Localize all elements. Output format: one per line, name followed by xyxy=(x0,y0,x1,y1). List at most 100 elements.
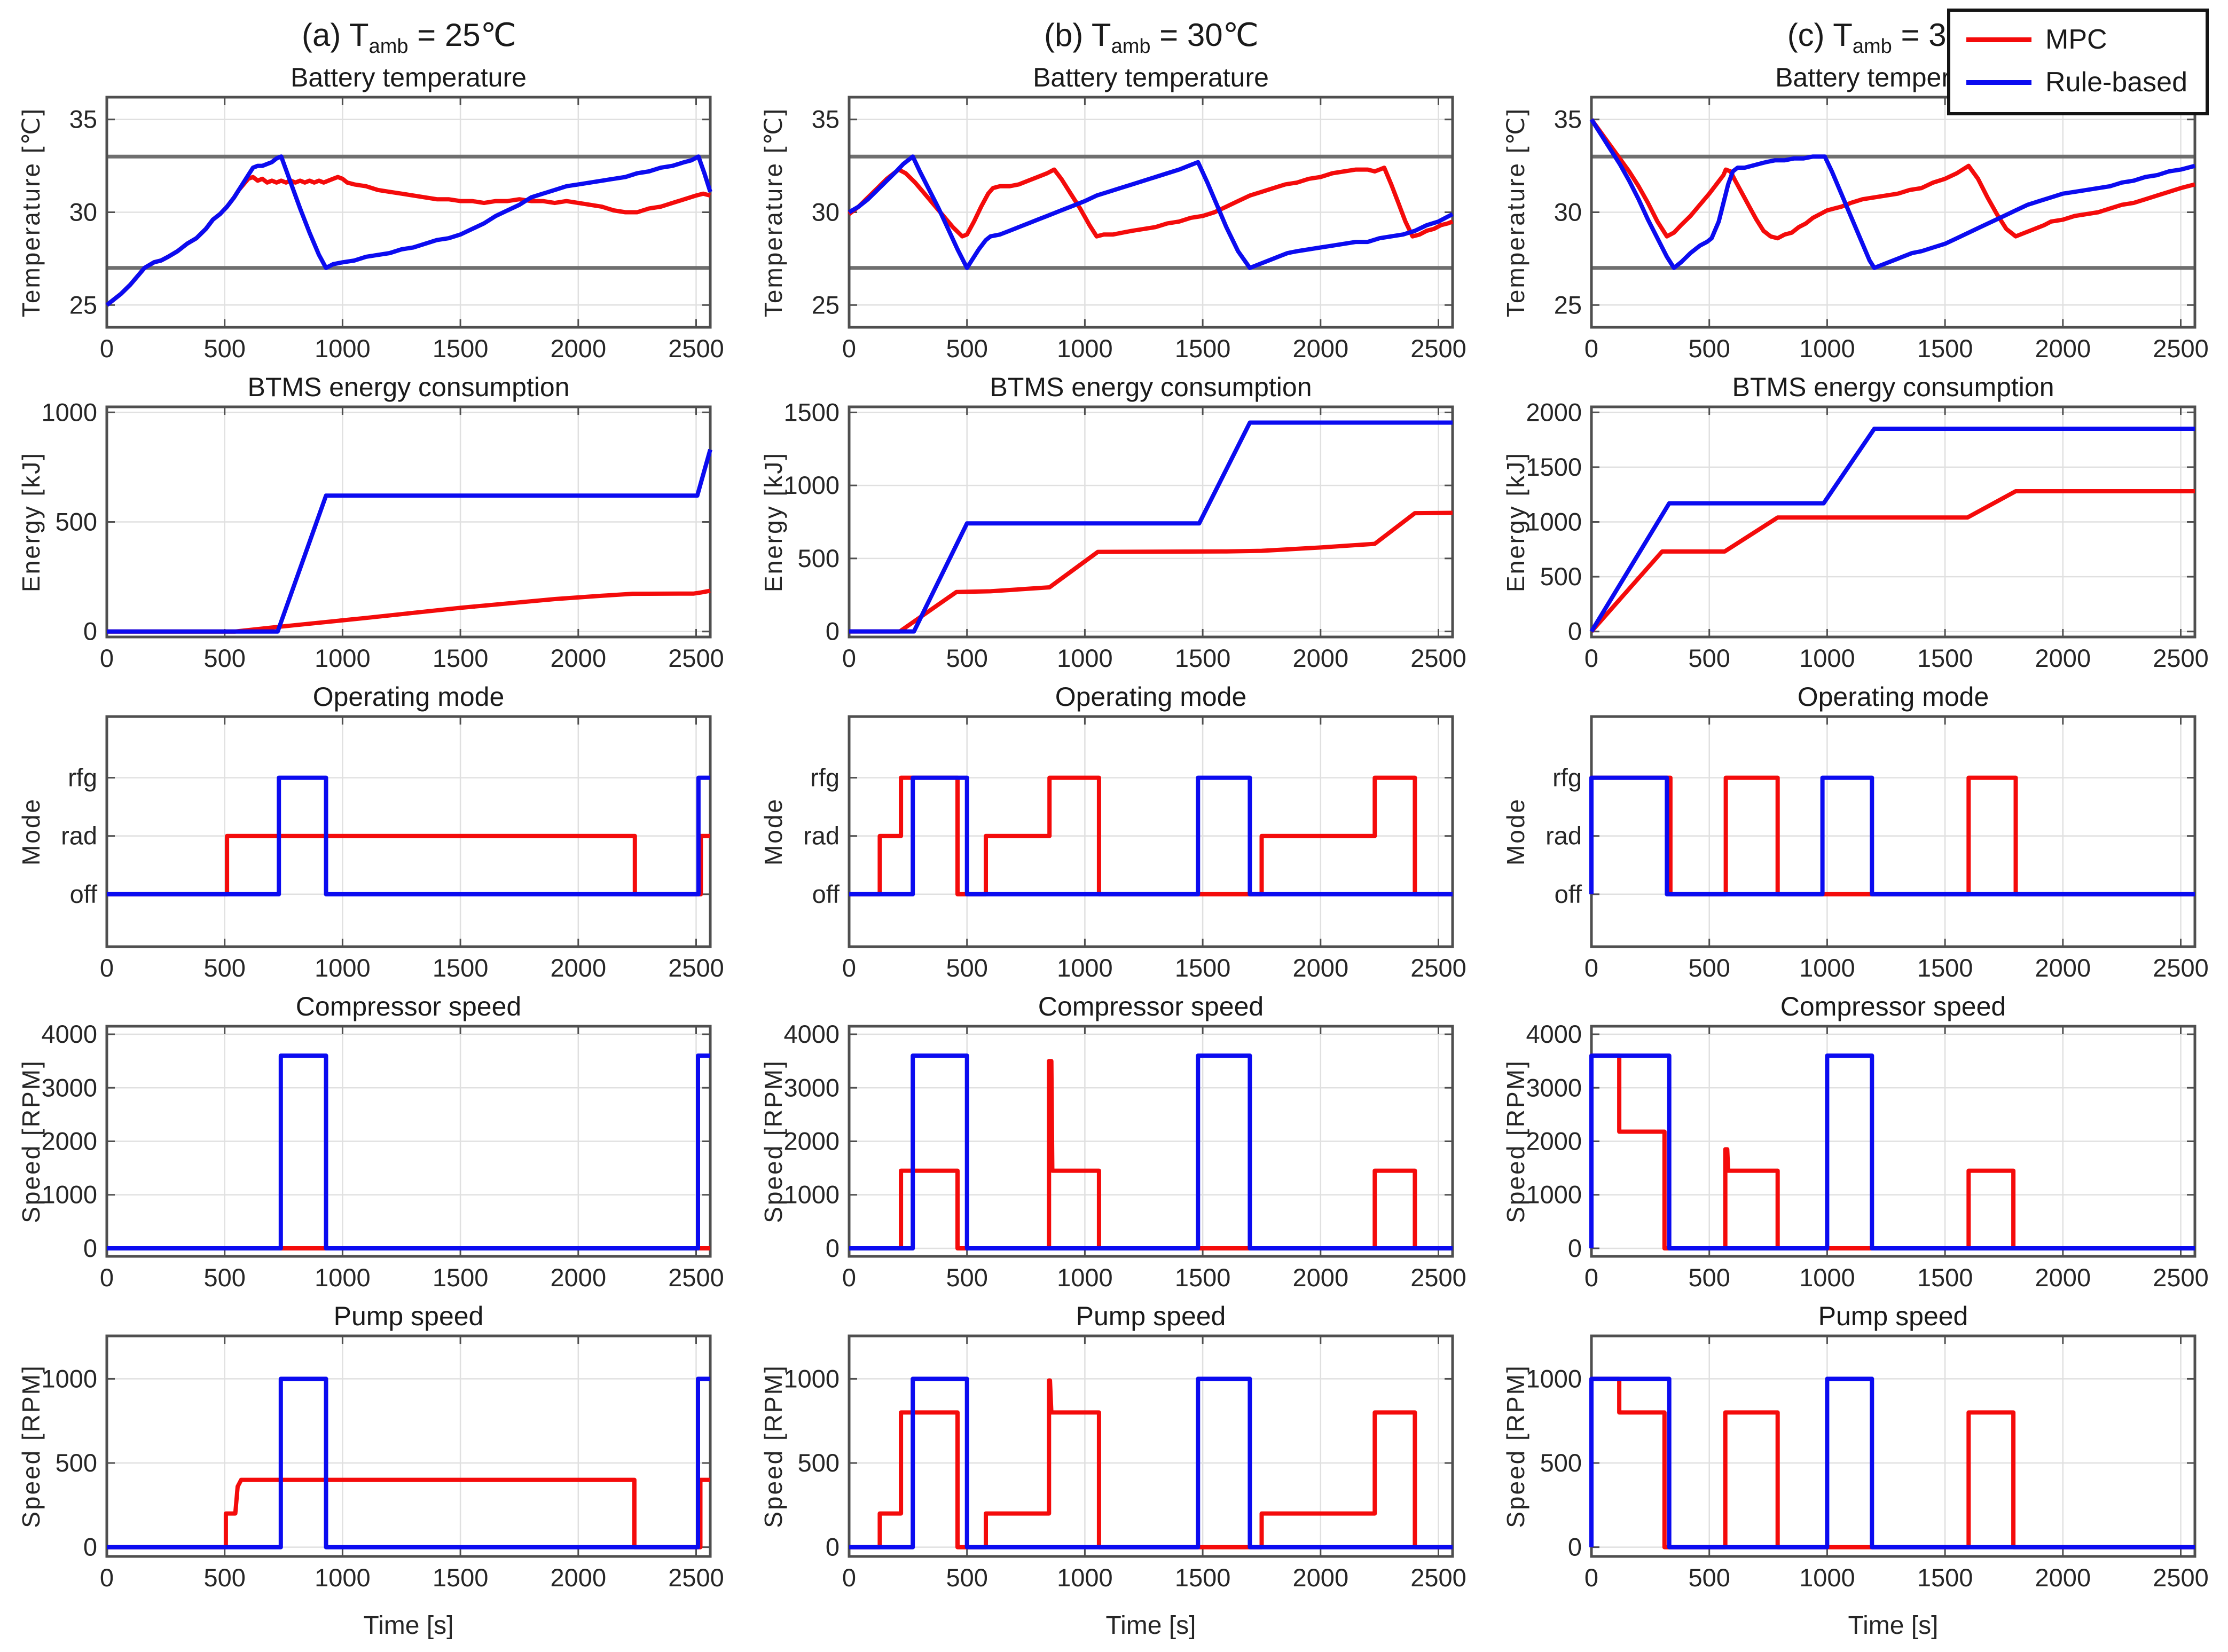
x-tick-label: 2000 xyxy=(551,644,607,672)
subplot-title: Compressor speed xyxy=(1780,992,2006,1021)
x-tick-label: 2500 xyxy=(668,954,724,982)
x-tick-label: 1500 xyxy=(433,1263,489,1292)
y-tick-label: rfg xyxy=(68,764,97,792)
header-b-suffix: = 30℃ xyxy=(1150,17,1259,53)
x-tick-label: 500 xyxy=(946,1263,987,1292)
x-tick-label: 1500 xyxy=(433,954,489,982)
x-tick-label: 500 xyxy=(1688,334,1730,363)
x-tick-label: 0 xyxy=(100,954,114,982)
x-tick-label: 0 xyxy=(100,334,114,363)
series-rule-based-line xyxy=(848,154,1454,270)
y-tick-label: 0 xyxy=(1568,1234,1582,1262)
series-rule-based-line xyxy=(849,775,1453,896)
subplot-title: BTMS energy consumption xyxy=(990,373,1312,402)
y-tick-label: 35 xyxy=(812,105,840,133)
x-tick-label: 2000 xyxy=(1293,644,1349,672)
y-axis-label: Speed [RPM] xyxy=(17,1364,45,1528)
header-a-prefix: (a) T xyxy=(302,17,369,53)
y-axis-label: Mode xyxy=(759,798,787,866)
x-axis-label: Time [s] xyxy=(364,1611,454,1640)
series-rule-based-line xyxy=(1589,1376,2195,1549)
y-tick-label: 4000 xyxy=(783,1020,840,1048)
x-tick-label: 1500 xyxy=(433,1563,489,1592)
axis-box xyxy=(848,405,1454,639)
x-tick-label: 0 xyxy=(100,644,114,672)
subplot-title: Operating mode xyxy=(1798,682,1989,712)
x-tick-label: 500 xyxy=(203,644,245,672)
x-tick-label: 2000 xyxy=(2035,954,2091,982)
subplot-b-pump-speed: Pump speed 0 500 1000 1500 2000 2500 0 500 1000 Sp… xyxy=(757,1301,1471,1649)
y-tick-label: 2000 xyxy=(41,1127,97,1155)
y-tick-label: 1000 xyxy=(783,1181,840,1209)
x-tick-label: 2500 xyxy=(1410,1563,1466,1592)
subplot-a-btms-energy: BTMS energy consumption 0 500 1000 1500 2000 2… xyxy=(15,372,728,682)
series-mpc-line xyxy=(1589,1376,2195,1549)
y-tick-label: 30 xyxy=(69,198,97,226)
x-tick-label: 2500 xyxy=(2153,1563,2209,1592)
series-mpc-line xyxy=(1590,489,2195,633)
subplot-title: BTMS energy consumption xyxy=(1732,373,2054,402)
header-a-subscript: amb xyxy=(368,35,409,58)
x-tick-label: 2000 xyxy=(1293,1263,1349,1292)
y-tick-label: 3000 xyxy=(1526,1073,1582,1102)
y-tick-label: 4000 xyxy=(1526,1020,1582,1048)
axis-box xyxy=(105,1334,712,1558)
legend-label-mpc: MPC xyxy=(2045,24,2107,55)
y-tick-label: 0 xyxy=(1568,1533,1582,1561)
y-tick-label: rad xyxy=(61,822,97,850)
subplot-title: Operating mode xyxy=(1055,682,1247,712)
y-tick-label: off xyxy=(812,880,840,908)
x-tick-label: 1500 xyxy=(1917,1563,1973,1592)
chart-svg-c-btms-energy: BTMS energy consumption 0 500 1000 1500 2000 2… xyxy=(1502,372,2209,672)
y-axis-label: Mode xyxy=(17,798,45,866)
x-tick-label: 0 xyxy=(1584,644,1598,672)
x-tick-label: 2000 xyxy=(1293,954,1349,982)
series-mpc-line xyxy=(107,1477,710,1549)
x-tick-label: 1000 xyxy=(315,954,371,982)
x-tick-label: 2500 xyxy=(2153,334,2209,363)
chart-grid: Battery temperature 0 500 1000 1500 2000 2500 2… xyxy=(0,62,2228,1649)
header-b-prefix: (b) T xyxy=(1044,17,1111,53)
chart-svg-b-compressor-speed: Compressor speed 0 500 1000 1500 2000 2500 0 100… xyxy=(759,992,1466,1292)
x-tick-label: 1000 xyxy=(315,644,371,672)
column-header-a: (a) Tamb = 25℃ xyxy=(15,7,728,63)
x-tick-label: 2000 xyxy=(2035,1563,2091,1592)
y-axis-label: Speed [RPM] xyxy=(1502,1364,1529,1528)
subplot-title: Pump speed xyxy=(334,1302,484,1331)
subplot-title: Compressor speed xyxy=(296,992,521,1021)
y-tick-label: 1000 xyxy=(41,398,97,426)
axis-box xyxy=(1590,1334,2196,1558)
chart-svg-b-battery-temperature: Battery temperature 0 500 1000 1500 2000 2500 2… xyxy=(759,62,1466,363)
x-tick-label: 1500 xyxy=(1917,954,1973,982)
series-mpc-line xyxy=(1589,775,2195,896)
x-tick-label: 2500 xyxy=(668,334,724,363)
x-tick-label: 1500 xyxy=(1175,954,1231,982)
series-rule-based-line xyxy=(107,775,710,896)
axis-box xyxy=(1590,715,2196,948)
x-tick-label: 2500 xyxy=(1410,644,1466,672)
subplot-a-battery-temperature: Battery temperature 0 500 1000 1500 2000 2500 2… xyxy=(15,62,728,373)
x-tick-label: 1500 xyxy=(1917,644,1973,672)
chart-svg-a-battery-temperature: Battery temperature 0 500 1000 1500 2000 2500 2… xyxy=(17,62,724,363)
x-tick-label: 500 xyxy=(1688,644,1730,672)
y-axis-label: Energy [kJ] xyxy=(17,452,45,592)
x-tick-label: 2500 xyxy=(1410,954,1466,982)
subplot-b-compressor-speed: Compressor speed 0 500 1000 1500 2000 2500 0 100… xyxy=(757,992,1471,1302)
x-tick-label: 500 xyxy=(1688,1263,1730,1292)
y-axis-label: Temperature [℃] xyxy=(759,107,787,317)
x-tick-label: 2000 xyxy=(551,334,607,363)
x-tick-label: 1000 xyxy=(315,334,371,363)
series-rule-based-line xyxy=(1589,118,2196,270)
series-rule-based-line xyxy=(849,1376,1453,1549)
x-tick-label: 0 xyxy=(842,1263,856,1292)
series-rule-based-line xyxy=(849,420,1453,634)
y-axis-label: Mode xyxy=(1502,798,1529,866)
mpc-line-swatch xyxy=(1966,37,2032,42)
header-b-subscript: amb xyxy=(1111,35,1151,58)
x-tick-label: 500 xyxy=(946,644,987,672)
series-mpc-line xyxy=(107,833,710,896)
x-tick-label: 1500 xyxy=(433,644,489,672)
x-tick-label: 1500 xyxy=(433,334,489,363)
y-tick-label: rad xyxy=(803,822,840,850)
y-tick-label: 35 xyxy=(1554,105,1582,133)
